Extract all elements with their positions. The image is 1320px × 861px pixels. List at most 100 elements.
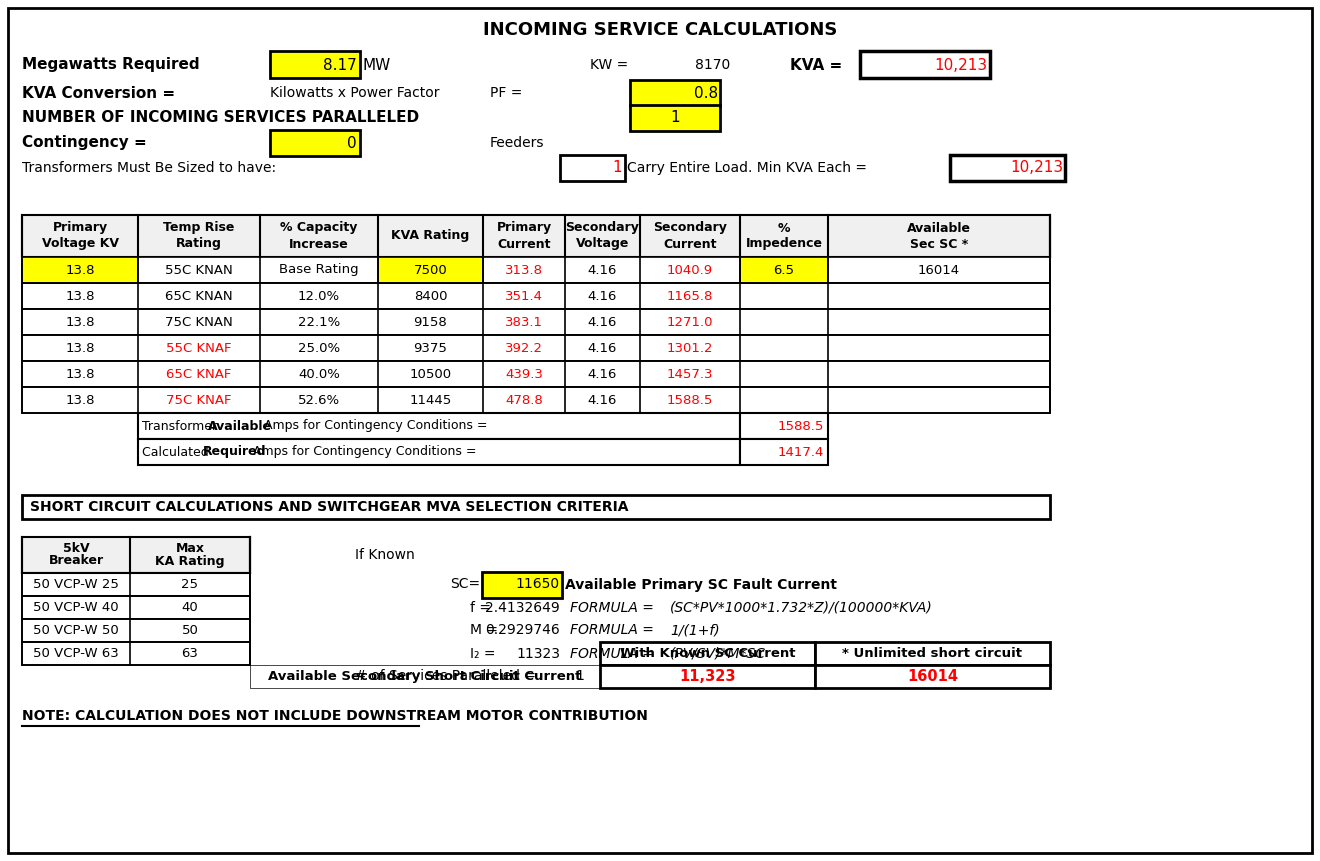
Bar [741,439,828,465]
Bar [271,130,360,156]
Text: 439.3: 439.3 [506,368,543,381]
Bar [861,51,990,78]
Text: 1417.4: 1417.4 [777,445,824,459]
Text: SC=: SC= [450,578,480,592]
Text: 75C KNAN: 75C KNAN [165,315,232,329]
Text: Max: Max [176,542,205,554]
Text: 1: 1 [671,110,680,126]
Text: Calculated: Calculated [143,445,213,459]
Text: 1040.9: 1040.9 [667,263,713,276]
Text: Kilowatts x Power Factor: Kilowatts x Power Factor [271,86,440,100]
Text: 4.16: 4.16 [587,263,618,276]
Text: Contingency =: Contingency = [22,135,147,151]
Text: 1271.0: 1271.0 [667,315,713,329]
Text: Available Secondary Short Circuit Current: Available Secondary Short Circuit Curren… [268,670,582,683]
Text: 63: 63 [182,647,198,660]
Text: 8400: 8400 [413,289,447,302]
Text: Carry Entire Load. Min KVA Each =: Carry Entire Load. Min KVA Each = [627,161,867,175]
Text: FORMULA =: FORMULA = [570,647,653,660]
Bar [139,439,741,465]
Text: 55C KNAN: 55C KNAN [165,263,232,276]
Text: 50: 50 [182,624,198,637]
Bar [139,413,741,439]
Text: FORMULA =: FORMULA = [570,623,653,637]
Text: 4.16: 4.16 [587,289,618,302]
Text: 11,323: 11,323 [680,669,735,684]
Text: KW =: KW = [590,58,628,72]
Bar [22,537,249,573]
Text: Primary: Primary [496,221,552,234]
Bar [22,257,139,283]
Text: 4.16: 4.16 [587,315,618,329]
Text: SHORT CIRCUIT CALCULATIONS AND SWITCHGEAR MVA SELECTION CRITERIA: SHORT CIRCUIT CALCULATIONS AND SWITCHGEA… [30,500,628,514]
Text: 4.16: 4.16 [587,342,618,355]
Text: Current: Current [498,238,550,251]
Text: 6.5: 6.5 [774,263,795,276]
Text: MW: MW [362,58,391,72]
Text: 0.2929746: 0.2929746 [486,623,560,637]
Text: 313.8: 313.8 [506,263,543,276]
Bar [22,596,249,619]
Text: # of Services Paralleled =: # of Services Paralleled = [355,670,536,684]
Text: Secondary: Secondary [565,221,639,234]
Text: 65C KNAF: 65C KNAF [166,368,232,381]
Text: 1588.5: 1588.5 [777,419,824,432]
Text: Base Rating: Base Rating [280,263,359,276]
Text: With Known SC Current: With Known SC Current [620,647,795,660]
Text: NUMBER OF INCOMING SERVICES PARALLELED: NUMBER OF INCOMING SERVICES PARALLELED [22,110,420,126]
Text: 8.17: 8.17 [323,58,356,72]
Text: INCOMING SERVICE CALCULATIONS: INCOMING SERVICE CALCULATIONS [483,21,837,39]
Bar [22,309,1049,335]
Text: M =: M = [470,623,498,637]
Text: 1: 1 [576,670,585,684]
Text: 383.1: 383.1 [506,315,543,329]
Text: Current: Current [663,238,717,251]
Bar [950,155,1065,181]
Text: 50 VCP-W 63: 50 VCP-W 63 [33,647,119,660]
Text: 392.2: 392.2 [506,342,543,355]
Text: * Unlimited short circuit: * Unlimited short circuit [842,647,1023,660]
Bar [22,619,249,642]
Bar [22,361,1049,387]
Text: Temp Rise: Temp Rise [164,221,235,234]
Text: 9158: 9158 [413,315,447,329]
Bar [814,665,1049,688]
Text: 25: 25 [182,578,198,591]
Text: I₂ =: I₂ = [470,647,495,660]
Bar [482,572,562,598]
Text: 11445: 11445 [409,393,451,406]
Text: 16014: 16014 [907,669,958,684]
Text: 22.1%: 22.1% [298,315,341,329]
Text: 1: 1 [612,160,622,176]
Text: 478.8: 478.8 [506,393,543,406]
Bar [22,283,1049,309]
Text: 11650: 11650 [516,578,560,592]
Text: 5kV: 5kV [62,542,90,554]
Bar [22,335,1049,361]
Text: 0.8: 0.8 [694,85,718,101]
Text: 13.8: 13.8 [65,289,95,302]
Text: 50 VCP-W 50: 50 VCP-W 50 [33,624,119,637]
Text: (SC*PV*1000*1.732*Z)/(100000*KVA): (SC*PV*1000*1.732*Z)/(100000*KVA) [671,600,933,615]
Text: 2.4132649: 2.4132649 [486,600,560,615]
Text: PF =: PF = [490,86,523,100]
Text: 1457.3: 1457.3 [667,368,713,381]
Bar [249,665,601,688]
Text: Sec SC *: Sec SC * [909,238,968,251]
Text: KVA Rating: KVA Rating [391,230,470,243]
Text: Amps for Contingency Conditions =: Amps for Contingency Conditions = [248,445,477,459]
Bar [378,257,483,283]
Text: 25.0%: 25.0% [298,342,341,355]
Bar [741,413,828,439]
Text: 1588.5: 1588.5 [667,393,713,406]
Text: %: % [777,221,791,234]
Text: KVA =: KVA = [789,58,842,72]
Text: 12.0%: 12.0% [298,289,341,302]
Text: 351.4: 351.4 [506,289,543,302]
Text: Feeders: Feeders [490,136,544,150]
Bar [814,642,1049,665]
Text: 13.8: 13.8 [65,342,95,355]
Text: 13.8: 13.8 [65,315,95,329]
Text: 10,213: 10,213 [1010,160,1063,176]
Bar [22,257,1049,283]
